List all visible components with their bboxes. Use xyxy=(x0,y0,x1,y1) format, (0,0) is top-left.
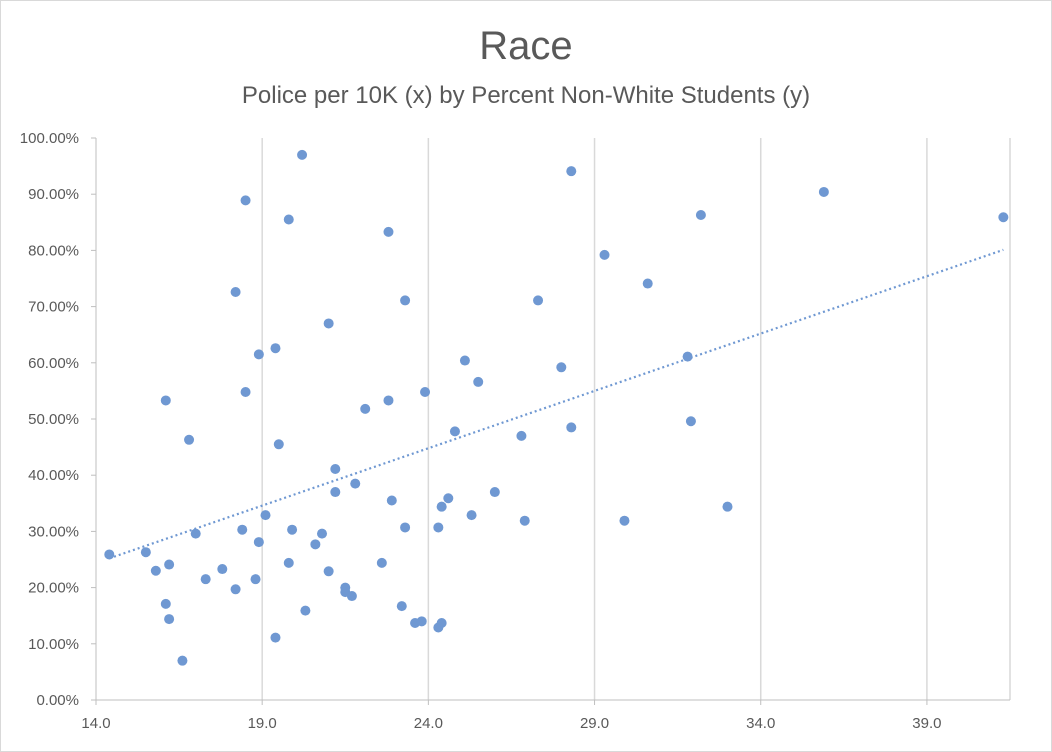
y-tick-label: 90.00% xyxy=(28,186,79,203)
data-point xyxy=(642,278,653,289)
data-point xyxy=(200,574,211,585)
data-point xyxy=(230,286,241,297)
data-point xyxy=(566,166,577,177)
data-point xyxy=(685,416,696,427)
data-point xyxy=(240,387,251,398)
chart-title: Race xyxy=(479,24,573,68)
y-tick-label: 40.00% xyxy=(28,467,79,484)
data-point xyxy=(420,387,431,398)
x-tick-label: 19.0 xyxy=(248,715,277,732)
data-point xyxy=(317,528,328,539)
data-point xyxy=(449,426,460,437)
data-point xyxy=(230,584,241,595)
y-tick-label: 80.00% xyxy=(28,242,79,259)
data-point xyxy=(177,655,188,666)
data-point xyxy=(489,487,500,498)
data-point xyxy=(396,601,407,612)
data-point xyxy=(443,493,454,504)
x-tick-label: 34.0 xyxy=(746,715,775,732)
data-point xyxy=(297,149,308,160)
data-point xyxy=(400,522,411,533)
x-tick-label: 29.0 xyxy=(580,715,609,732)
data-point xyxy=(998,212,1009,223)
y-tick-label: 100.00% xyxy=(20,130,79,147)
y-tick-label: 50.00% xyxy=(28,411,79,428)
data-point xyxy=(283,214,294,225)
data-point xyxy=(253,349,264,360)
y-tick-label: 20.00% xyxy=(28,580,79,597)
data-point xyxy=(516,430,527,441)
data-point xyxy=(323,318,334,329)
data-point xyxy=(237,524,248,535)
data-point xyxy=(818,186,829,197)
data-point xyxy=(433,522,444,533)
data-point xyxy=(383,395,394,406)
data-point xyxy=(350,478,361,489)
data-point xyxy=(150,565,161,576)
data-point xyxy=(360,403,371,414)
y-tick-label: 0.00% xyxy=(36,692,79,709)
data-point xyxy=(466,510,477,521)
trendline xyxy=(108,248,1004,560)
data-point xyxy=(164,614,175,625)
y-tick-label: 70.00% xyxy=(28,299,79,316)
data-point xyxy=(253,537,264,548)
data-point xyxy=(519,515,530,526)
data-point xyxy=(273,439,284,450)
data-point xyxy=(376,557,387,568)
y-tick-label: 30.00% xyxy=(28,523,79,540)
data-point xyxy=(330,487,341,498)
data-point xyxy=(682,351,693,362)
data-point xyxy=(300,605,311,616)
y-tick-label: 60.00% xyxy=(28,355,79,372)
data-point xyxy=(240,195,251,206)
data-point xyxy=(383,226,394,237)
data-point xyxy=(386,495,397,506)
data-point xyxy=(619,515,630,526)
y-tick-label: 10.00% xyxy=(28,636,79,653)
data-point xyxy=(695,209,706,220)
data-point xyxy=(533,295,544,306)
data-point xyxy=(459,355,470,366)
data-point xyxy=(184,434,195,445)
data-point xyxy=(416,616,427,627)
data-point xyxy=(400,295,411,306)
data-point xyxy=(310,539,321,550)
x-tick-label: 39.0 xyxy=(912,715,941,732)
data-point xyxy=(722,501,733,512)
data-point xyxy=(556,362,567,373)
data-point xyxy=(217,564,228,575)
data-point xyxy=(164,559,175,570)
data-point xyxy=(190,528,201,539)
data-point xyxy=(270,632,281,643)
data-point xyxy=(436,618,447,629)
data-point xyxy=(599,249,610,260)
x-tick-label: 24.0 xyxy=(414,715,443,732)
data-point xyxy=(260,510,271,521)
data-point xyxy=(346,591,357,602)
data-point xyxy=(140,547,151,558)
data-point xyxy=(323,566,334,577)
data-point xyxy=(104,549,115,560)
data-point xyxy=(287,524,298,535)
data-point xyxy=(250,574,261,585)
data-point xyxy=(566,422,577,433)
data-point xyxy=(160,395,171,406)
data-point xyxy=(283,557,294,568)
data-point xyxy=(160,598,171,609)
data-point xyxy=(436,501,447,512)
data-point xyxy=(473,376,484,387)
x-tick-label: 14.0 xyxy=(81,715,110,732)
data-point xyxy=(340,582,351,593)
data-point xyxy=(270,343,281,354)
data-point xyxy=(330,464,341,475)
chart-subtitle: Police per 10K (x) by Percent Non-White … xyxy=(241,82,811,109)
